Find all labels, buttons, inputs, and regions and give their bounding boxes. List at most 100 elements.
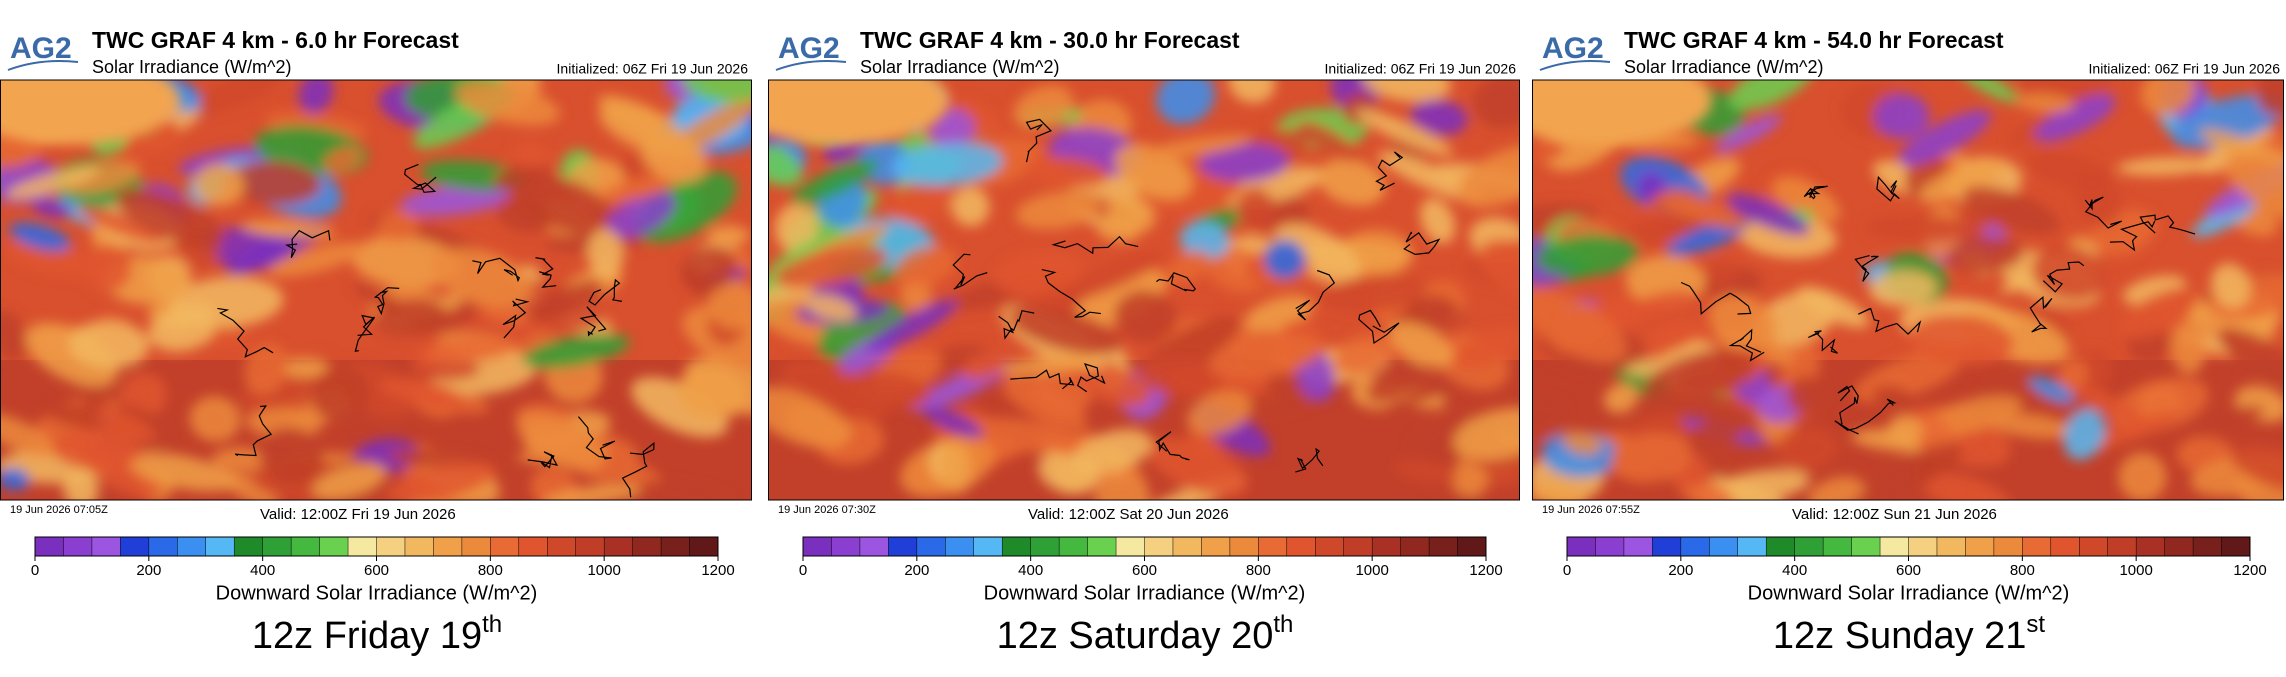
cloud-blob [2256,80,2284,117]
cloud-blob [264,112,368,138]
colorbar-segment [1030,537,1060,556]
colorbar-segment [1851,537,1881,556]
cloud-blob [1319,274,1430,313]
cloud-blob [25,322,118,387]
cloud-blob [1388,321,1454,369]
cloud-blob [0,467,31,491]
cloud-blob [1061,252,1162,301]
coastline [579,306,607,337]
cloud-blob [2224,152,2284,226]
cloud-blob [351,235,461,288]
cloud-blob [1726,193,1810,236]
colorbar-segment [1229,537,1259,556]
cloud-blob [631,377,728,438]
cloud-blob [993,251,1083,297]
colorbar-segment [575,537,605,556]
coastline [588,278,623,306]
cloud-blob [2180,405,2265,435]
map-subtitle: Solar Irradiance (W/m^2) [1624,57,1824,77]
caption-main: 12z Sunday 21 [1773,615,2027,657]
colorbar-tick-label: 400 [250,562,275,579]
caption-superscript: th [482,611,502,638]
colorbar-tick-label: 600 [364,562,389,579]
cloud-blob [148,308,216,352]
cloud-blob [924,406,984,439]
panel-caption: 12z Saturday 20th [997,611,1294,657]
coastline [1876,175,1900,202]
cloud-blob [77,205,165,245]
cloud-blob [1532,288,1627,363]
greenland [0,80,180,145]
map-subtitle: Solar Irradiance (W/m^2) [92,57,292,77]
cloud-blob [889,178,951,225]
cloud-blob [1532,136,1565,164]
cloud-blob [1156,80,1215,125]
colorbar-segment [661,537,690,556]
cloud-blob [999,354,1096,376]
colorbar-segment [803,537,832,556]
colorbar-segment [2136,537,2165,556]
cloud-blob [258,427,324,484]
colorbar-tick-label: 400 [1018,562,1043,579]
colorbar-segment [2164,537,2194,556]
cloud-blob [268,242,367,277]
valid-label: Valid: 12:00Z Fri 19 Jun 2026 [260,506,456,523]
colorbar-tick-label: 800 [478,562,503,579]
colorbar-segment [916,537,946,556]
cloud-blob [310,367,369,422]
coastline [404,163,437,193]
cloud-blob [961,352,1007,381]
coastlines [952,118,1441,473]
caption-main: 12z Friday 19 [252,615,482,657]
cloud-blob [32,199,73,218]
map-title: TWC GRAF 4 km - 6.0 hr Forecast [92,27,459,53]
coastline [1155,431,1190,461]
coastline [952,253,988,290]
colorbar-segment [547,537,577,556]
coastline [502,298,530,339]
coastline [1076,363,1106,393]
colorbar-tick-label: 1200 [2233,562,2266,579]
cloud-blob [791,159,880,205]
initialized-label: Initialized: 06Z Fri 19 Jun 2026 [1325,61,1517,77]
map-title: TWC GRAF 4 km - 30.0 hr Forecast [860,27,1240,53]
colorbar-segment [1372,537,1401,556]
colorbar-segment [1595,537,1625,556]
cloud-blob [2118,452,2167,500]
coastline [1156,272,1196,292]
cloud-blob [425,337,517,364]
cloud-blob [1273,223,1361,284]
coastline [1808,330,1838,354]
cloud-blob [939,441,973,494]
cloud-blob [2171,94,2284,149]
map-frame [768,79,1520,501]
map-image [768,80,1520,500]
cloud-blob [2170,321,2207,374]
map-clouds [1532,80,2284,500]
logo: AG2 [10,32,72,65]
colorbar-segment [91,537,121,556]
cloud-blob [1887,414,1923,448]
colorbar-tick-label: 400 [1782,562,1807,579]
cloud-blob [495,197,553,234]
map-subtitle: Solar Irradiance (W/m^2) [860,57,1060,77]
colorbar-segment [1709,537,1739,556]
colorbar-segment [1623,537,1653,556]
cloud-blob [1686,410,1750,454]
coastline [1295,447,1324,473]
cloud-blob [63,470,99,500]
colorbar-segment [945,537,975,556]
valid-label: Valid: 12:00Z Sat 20 Jun 2026 [1028,506,1229,523]
cloud-blob [774,203,818,253]
cloud-blob [785,403,852,446]
cloud-blob [1807,476,1865,500]
colorbar-segment [1737,537,1767,556]
colorbar-segment [1652,537,1682,556]
colorbar-segment [1908,537,1938,556]
cloud-blob [619,481,734,500]
cloud-blob [2058,358,2089,390]
cloud-blob [223,160,322,206]
cloud-blob [1956,80,2019,103]
colorbar-segment [1993,537,2023,556]
coastline [217,307,274,358]
